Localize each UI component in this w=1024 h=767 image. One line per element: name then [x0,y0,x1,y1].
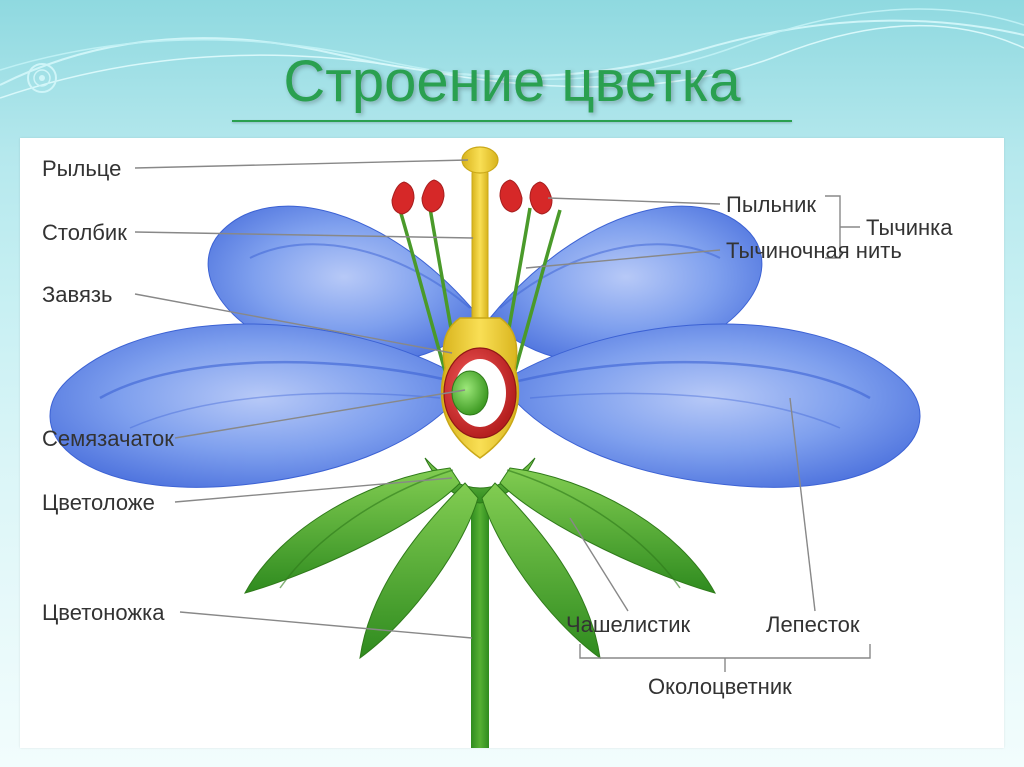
diagram-panel: Рыльце Столбик Завязь Семязачаток Цветол… [20,138,1004,748]
label-ovary: Завязь [42,282,112,308]
label-sepal: Чашелистик [566,612,690,638]
label-perianth: Околоцветник [648,674,792,700]
label-stamen: Тычинка [866,215,953,241]
title-underline [232,120,792,122]
bracket-perianth [580,644,870,672]
label-style: Столбик [42,220,127,246]
ovary [442,318,519,458]
label-filament: Тычиночная нить [726,238,902,264]
label-receptacle: Цветоложе [42,490,155,516]
page-title: Строение цветка [0,48,1024,115]
label-anther: Пыльник [726,192,816,218]
label-stigma: Рыльце [42,156,121,182]
label-pedicel: Цветоножка [42,600,164,626]
pedicel [471,490,489,748]
label-ovule: Семязачаток [42,426,174,452]
label-petal: Лепесток [766,612,860,638]
